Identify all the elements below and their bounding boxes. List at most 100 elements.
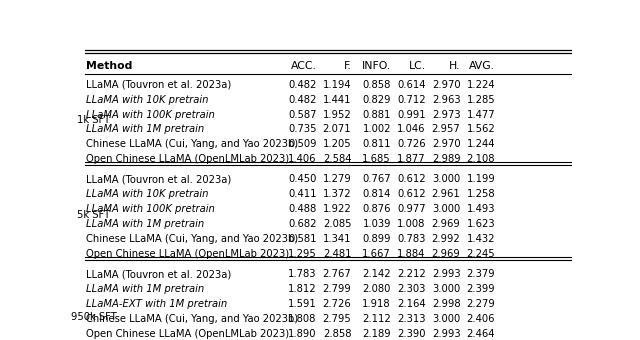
- Text: INFO.: INFO.: [362, 61, 391, 71]
- Text: 2.279: 2.279: [467, 299, 495, 309]
- Text: 1.224: 1.224: [467, 80, 495, 90]
- Text: 1.918: 1.918: [362, 299, 391, 309]
- Text: 0.726: 0.726: [397, 139, 426, 149]
- Text: 1.591: 1.591: [288, 299, 317, 309]
- Text: 2.071: 2.071: [323, 124, 351, 135]
- Text: 2.961: 2.961: [432, 189, 460, 199]
- Text: LLaMA with 100K pretrain: LLaMA with 100K pretrain: [86, 109, 215, 120]
- Text: 1.667: 1.667: [362, 249, 391, 259]
- Text: 1.205: 1.205: [323, 139, 351, 149]
- Text: 0.482: 0.482: [288, 80, 317, 90]
- Text: LC.: LC.: [408, 61, 426, 71]
- Text: 2.390: 2.390: [397, 329, 426, 339]
- Text: 2.142: 2.142: [362, 269, 391, 279]
- Text: 1.783: 1.783: [288, 269, 317, 279]
- Text: 1.808: 1.808: [288, 314, 317, 324]
- Text: 2.963: 2.963: [432, 95, 460, 105]
- Text: 1.432: 1.432: [467, 234, 495, 244]
- Text: 2.993: 2.993: [432, 329, 460, 339]
- Text: 2.406: 2.406: [467, 314, 495, 324]
- Text: 0.682: 0.682: [288, 219, 317, 229]
- Text: 1.258: 1.258: [467, 189, 495, 199]
- Text: 1.279: 1.279: [323, 174, 351, 185]
- Text: Open Chinese LLaMA (OpenLMLab 2023): Open Chinese LLaMA (OpenLMLab 2023): [86, 329, 289, 339]
- Text: 2.313: 2.313: [397, 314, 426, 324]
- Text: 950k SFT: 950k SFT: [71, 312, 116, 322]
- Text: 0.881: 0.881: [363, 109, 391, 120]
- Text: 3.000: 3.000: [432, 284, 460, 294]
- Text: 1.623: 1.623: [467, 219, 495, 229]
- Text: 2.969: 2.969: [432, 249, 460, 259]
- Text: 0.587: 0.587: [288, 109, 317, 120]
- Text: 0.450: 0.450: [288, 174, 317, 185]
- Text: 1.002: 1.002: [362, 124, 391, 135]
- Text: 2.379: 2.379: [467, 269, 495, 279]
- Text: LLaMA (Touvron et al. 2023a): LLaMA (Touvron et al. 2023a): [86, 80, 231, 90]
- Text: 0.482: 0.482: [288, 95, 317, 105]
- Text: 0.612: 0.612: [397, 189, 426, 199]
- Text: 3.000: 3.000: [432, 174, 460, 185]
- Text: 1.877: 1.877: [397, 154, 426, 164]
- Text: 1.046: 1.046: [397, 124, 426, 135]
- Text: 0.712: 0.712: [397, 95, 426, 105]
- Text: 1.922: 1.922: [323, 204, 351, 214]
- Text: Open Chinese LLaMA (OpenLMLab 2023): Open Chinese LLaMA (OpenLMLab 2023): [86, 154, 289, 164]
- Text: 0.811: 0.811: [362, 139, 391, 149]
- Text: 1.341: 1.341: [323, 234, 351, 244]
- Text: 2.969: 2.969: [432, 219, 460, 229]
- Text: 2.989: 2.989: [432, 154, 460, 164]
- Text: Chinese LLaMA (Cui, Yang, and Yao 2023b): Chinese LLaMA (Cui, Yang, and Yao 2023b): [86, 314, 298, 324]
- Text: LLaMA with 100K pretrain: LLaMA with 100K pretrain: [86, 204, 215, 214]
- Text: F.: F.: [344, 61, 351, 71]
- Text: 1.493: 1.493: [467, 204, 495, 214]
- Text: 1.441: 1.441: [323, 95, 351, 105]
- Text: 0.767: 0.767: [362, 174, 391, 185]
- Text: 2.957: 2.957: [432, 124, 460, 135]
- Text: 2.858: 2.858: [323, 329, 351, 339]
- Text: H.: H.: [449, 61, 460, 71]
- Text: 1.685: 1.685: [362, 154, 391, 164]
- Text: 0.858: 0.858: [363, 80, 391, 90]
- Text: 0.509: 0.509: [288, 139, 317, 149]
- Text: 2.795: 2.795: [323, 314, 351, 324]
- Text: 2.799: 2.799: [323, 284, 351, 294]
- Text: 2.992: 2.992: [432, 234, 460, 244]
- Text: 0.612: 0.612: [397, 174, 426, 185]
- Text: 2.584: 2.584: [323, 154, 351, 164]
- Text: 1.199: 1.199: [467, 174, 495, 185]
- Text: LLaMA with 10K pretrain: LLaMA with 10K pretrain: [86, 95, 209, 105]
- Text: 1.194: 1.194: [323, 80, 351, 90]
- Text: 1.890: 1.890: [288, 329, 317, 339]
- Text: 2.767: 2.767: [323, 269, 351, 279]
- Text: 2.726: 2.726: [323, 299, 351, 309]
- Text: 2.993: 2.993: [432, 269, 460, 279]
- Text: 2.973: 2.973: [432, 109, 460, 120]
- Text: LLaMA-EXT with 1M pretrain: LLaMA-EXT with 1M pretrain: [86, 299, 227, 309]
- Text: 1.884: 1.884: [397, 249, 426, 259]
- Text: 1k SFT: 1k SFT: [77, 115, 111, 125]
- Text: LLaMA with 10K pretrain: LLaMA with 10K pretrain: [86, 189, 209, 199]
- Text: 0.876: 0.876: [362, 204, 391, 214]
- Text: LLaMA with 1M pretrain: LLaMA with 1M pretrain: [86, 124, 204, 135]
- Text: 5k SFT: 5k SFT: [77, 209, 111, 220]
- Text: LLaMA with 1M pretrain: LLaMA with 1M pretrain: [86, 219, 204, 229]
- Text: 1.285: 1.285: [467, 95, 495, 105]
- Text: 0.977: 0.977: [397, 204, 426, 214]
- Text: 1.952: 1.952: [323, 109, 351, 120]
- Text: 2.970: 2.970: [432, 80, 460, 90]
- Text: Chinese LLaMA (Cui, Yang, and Yao 2023b): Chinese LLaMA (Cui, Yang, and Yao 2023b): [86, 139, 298, 149]
- Text: 0.411: 0.411: [288, 189, 317, 199]
- Text: 0.488: 0.488: [289, 204, 317, 214]
- Text: LLaMA (Touvron et al. 2023a): LLaMA (Touvron et al. 2023a): [86, 269, 231, 279]
- Text: 0.814: 0.814: [363, 189, 391, 199]
- Text: 1.562: 1.562: [467, 124, 495, 135]
- Text: 1.244: 1.244: [467, 139, 495, 149]
- Text: LLaMA with 1M pretrain: LLaMA with 1M pretrain: [86, 284, 204, 294]
- Text: ACC.: ACC.: [291, 61, 317, 71]
- Text: 1.477: 1.477: [467, 109, 495, 120]
- Text: 2.481: 2.481: [323, 249, 351, 259]
- Text: 2.080: 2.080: [363, 284, 391, 294]
- Text: 2.164: 2.164: [397, 299, 426, 309]
- Text: LLaMA (Touvron et al. 2023a): LLaMA (Touvron et al. 2023a): [86, 174, 231, 185]
- Text: Open Chinese LLaMA (OpenLMLab 2023): Open Chinese LLaMA (OpenLMLab 2023): [86, 249, 289, 259]
